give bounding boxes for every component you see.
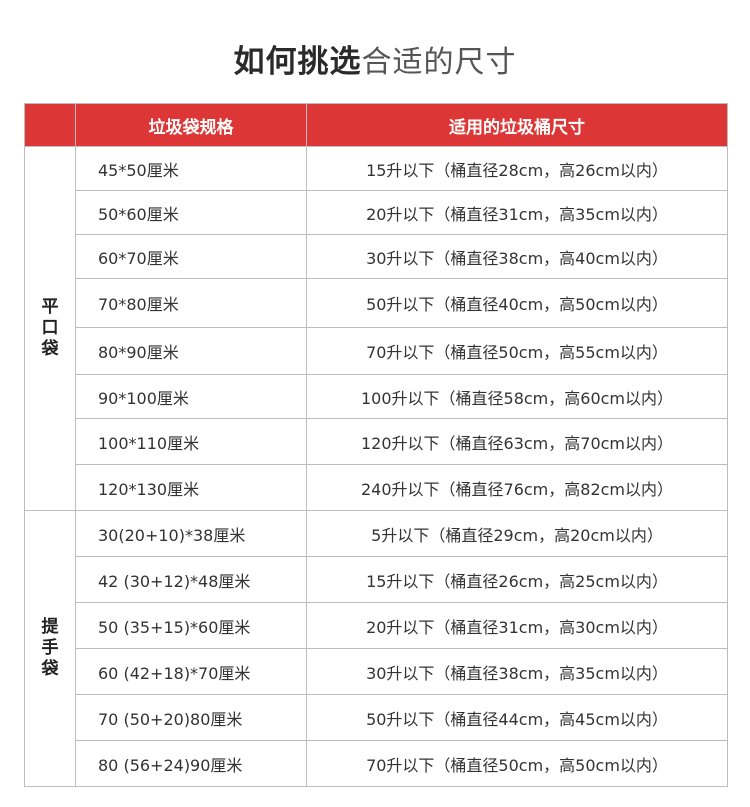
bag-size-cell: 60 (42+18)*70厘米 xyxy=(75,648,307,695)
bin-size-cell: 15升以下（桶直径26cm，高25cm以内） xyxy=(306,556,728,603)
bin-size-cell: 240升以下（桶直径76cm，高82cm以内） xyxy=(306,464,728,511)
table-row: 120*130厘米 240升以下（桶直径76cm，高82cm以内） xyxy=(25,464,728,511)
group-label: 平口袋 xyxy=(24,146,76,511)
header-bin-size: 适用的垃圾桶尺寸 xyxy=(306,103,728,147)
bag-size-cell: 50 (35+15)*60厘米 xyxy=(75,602,307,649)
group-label-text: 提手袋 xyxy=(41,617,59,679)
title-light: 合适的尺寸 xyxy=(361,45,517,80)
bin-size-cell: 120升以下（桶直径63cm，高70cm以内） xyxy=(306,418,728,465)
table-row: 80 (56+24)90厘米 70升以下（桶直径50cm，高50cm以内） xyxy=(25,740,728,787)
bin-size-cell: 70升以下（桶直径50cm，高55cm以内） xyxy=(306,327,728,375)
bin-size-cell: 70升以下（桶直径50cm，高50cm以内） xyxy=(306,740,728,787)
bag-size-cell: 80 (56+24)90厘米 xyxy=(75,740,307,787)
table-row: 60*70厘米 30升以下（桶直径38cm，高40cm以内） xyxy=(25,234,728,279)
bag-size-cell: 100*110厘米 xyxy=(75,418,307,465)
table-row: 100*110厘米 120升以下（桶直径63cm，高70cm以内） xyxy=(25,418,728,465)
table-header: 垃圾袋规格 适用的垃圾桶尺寸 xyxy=(24,103,728,147)
bin-size-cell: 100升以下（桶直径58cm，高60cm以内） xyxy=(306,374,728,419)
table-row: 90*100厘米 100升以下（桶直径58cm，高60cm以内） xyxy=(25,374,728,419)
table-row: 42 (30+12)*48厘米 15升以下（桶直径26cm，高25cm以内） xyxy=(25,556,728,603)
bag-size-cell: 50*60厘米 xyxy=(75,190,307,235)
bag-size-cell: 90*100厘米 xyxy=(75,374,307,419)
bag-size-cell: 60*70厘米 xyxy=(75,234,307,279)
bag-size-cell: 70 (50+20)80厘米 xyxy=(75,694,307,741)
bag-size-cell: 30(20+10)*38厘米 xyxy=(75,510,307,557)
table-row: 平口袋 45*50厘米 15升以下（桶直径28cm，高26cm以内） xyxy=(24,146,728,511)
group-label: 提手袋 xyxy=(24,510,76,787)
table-row: 70*80厘米 50升以下（桶直径40cm，高50cm以内） xyxy=(25,278,728,328)
table-row: 提手袋 30(20+10)*38厘米 5升以下（桶直径29cm，高20cm以内） xyxy=(24,510,728,787)
bin-size-cell: 20升以下（桶直径31cm，高30cm以内） xyxy=(306,602,728,649)
header-type xyxy=(24,103,76,147)
bin-size-cell: 50升以下（桶直径44cm，高45cm以内） xyxy=(306,694,728,741)
table-row: 80*90厘米 70升以下（桶直径50cm，高55cm以内） xyxy=(25,327,728,375)
bag-size-cell: 45*50厘米 xyxy=(75,146,307,191)
size-table: 垃圾袋规格 适用的垃圾桶尺寸 平口袋 45*50厘米 15升以下（桶直径28cm，高… xyxy=(24,103,728,787)
bag-size-cell: 70*80厘米 xyxy=(75,278,307,328)
table-row: 50 (35+15)*60厘米 20升以下（桶直径31cm，高30cm以内） xyxy=(25,602,728,649)
bag-size-cell: 80*90厘米 xyxy=(75,327,307,375)
group-label-text: 平口袋 xyxy=(41,297,59,359)
header-bag-size: 垃圾袋规格 xyxy=(75,103,307,147)
bin-size-cell: 20升以下（桶直径31cm，高35cm以内） xyxy=(306,190,728,235)
bin-size-cell: 30升以下（桶直径38cm，高40cm以内） xyxy=(306,234,728,279)
bin-size-cell: 5升以下（桶直径29cm，高20cm以内） xyxy=(306,510,728,557)
title-bold: 如何挑选 xyxy=(233,44,362,80)
table-row: 70 (50+20)80厘米 50升以下（桶直径44cm，高45cm以内） xyxy=(25,694,728,741)
bag-size-cell: 120*130厘米 xyxy=(75,464,307,511)
bin-size-cell: 50升以下（桶直径40cm，高50cm以内） xyxy=(306,278,728,328)
bag-size-cell: 42 (30+12)*48厘米 xyxy=(75,556,307,603)
table-row: 50*60厘米 20升以下（桶直径31cm，高35cm以内） xyxy=(25,190,728,235)
bin-size-cell: 30升以下（桶直径38cm，高35cm以内） xyxy=(306,648,728,695)
page-title: 如何挑选合适的尺寸 xyxy=(0,40,750,85)
bin-size-cell: 15升以下（桶直径28cm，高26cm以内） xyxy=(306,146,728,191)
table-row: 60 (42+18)*70厘米 30升以下（桶直径38cm，高35cm以内） xyxy=(25,648,728,695)
